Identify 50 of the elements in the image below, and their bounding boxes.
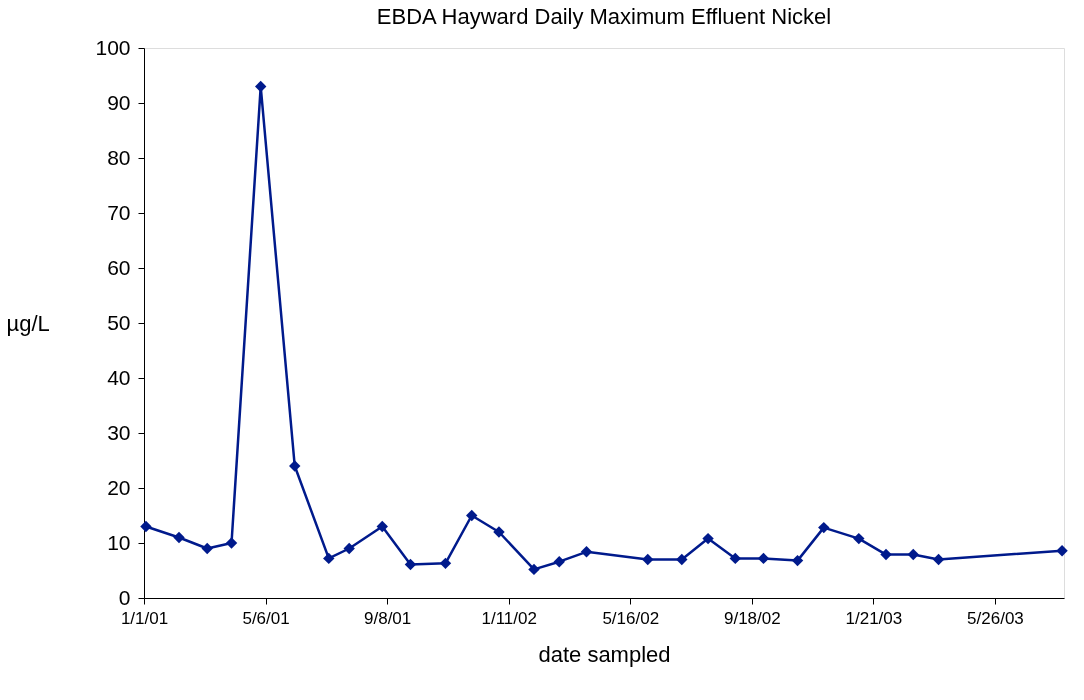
point [676,553,688,566]
point [289,460,301,472]
x-tick-label: 5/26/03 [967,608,1024,628]
y-tick-label: 40 [107,365,131,389]
x-tick-label: 1/11/02 [481,608,537,628]
point [343,542,355,555]
point [225,537,238,549]
point [323,552,335,565]
x-tick-label: 1/1/01 [120,608,169,628]
point [791,554,804,567]
point [907,548,919,561]
y-axis-title: µg/L [6,310,50,336]
y-tick-label: 60 [107,255,131,279]
point [932,553,945,566]
point [818,521,830,534]
x-axis-title: date sampled [538,641,671,667]
y-tick-label: 0 [118,585,131,609]
point [173,531,185,544]
y-tick-label: 100 [95,35,131,59]
point [140,520,152,533]
point [880,548,892,561]
y-tick-label: 90 [107,90,131,114]
point [702,532,714,545]
point [376,520,388,533]
y-tick-label: 10 [107,530,131,554]
point [580,546,593,558]
point [493,526,505,538]
y-tick-label: 30 [107,420,131,444]
point [255,80,267,93]
point [1056,545,1068,557]
point [201,542,213,555]
y-tick-label: 70 [107,200,131,224]
point [553,556,565,568]
x-tick-label: 1/21/03 [845,608,903,628]
y-tick-label: 20 [107,475,131,499]
point [528,563,540,576]
x-tick-label: 9/18/02 [723,608,781,628]
point [729,552,741,565]
y-tick-label: 80 [107,145,131,169]
point [404,558,417,571]
point [757,552,770,565]
point [439,557,452,570]
x-tick-label: 5/16/02 [602,608,660,628]
x-tick-label: 5/6/01 [242,608,290,628]
point [853,532,865,545]
y-tick-label: 50 [107,310,131,334]
point [466,509,478,522]
point [642,553,654,566]
chart-title: EBDA Hayward Daily Maximum Effluent Nickel [376,4,832,29]
x-tick-label: 9/8/01 [364,608,412,628]
